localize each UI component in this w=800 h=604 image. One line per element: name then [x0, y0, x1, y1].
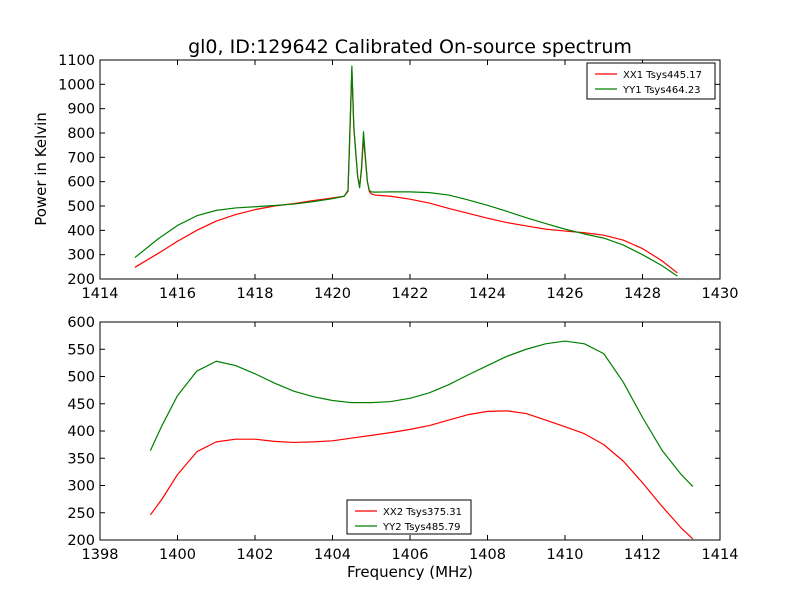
x-tick-label: 1416 [159, 286, 196, 302]
series-line-1 [149, 410, 694, 540]
legend-label: XX2 Tsys375.31 [383, 507, 462, 518]
plot-area: 1414 1416 1418 1420 1422 1424 1426 1428 1430 200 3… [58, 53, 738, 302]
legend: XX2 Tsys375.31 YY2 Tsys485.79 [346, 499, 472, 535]
x-tick-label: 1414 [82, 286, 119, 302]
legend-box [346, 499, 472, 535]
x-tick-label: 1402 [237, 547, 274, 563]
series-line-2 [149, 340, 694, 488]
y-tick-label: 1100 [58, 53, 95, 69]
y-tick-label: 200 [67, 272, 95, 288]
x-tick-label: 1420 [314, 286, 351, 302]
x-tick-label: 1426 [547, 286, 584, 302]
legend-box [586, 62, 716, 100]
legend-label: YY1 Tsys464.23 [622, 85, 701, 96]
x-tick-label: 1430 [702, 286, 739, 302]
y-axis-label: Power in Kelvin [32, 112, 50, 226]
x-tick-label: 1422 [392, 286, 429, 302]
x-tick-label: 1400 [159, 547, 196, 563]
y-tick-label: 300 [67, 248, 95, 264]
legend-label: XX1 Tsys445.17 [623, 70, 702, 81]
chart-title: gl0, ID:129642 Calibrated On-source spec… [188, 36, 632, 58]
x-tick-label: 1424 [469, 286, 506, 302]
y-tick-label: 300 [67, 479, 95, 495]
x-tick-label: 1398 [82, 547, 119, 563]
y-tick-label: 1000 [58, 77, 95, 93]
x-tick-label: 1408 [469, 547, 506, 563]
legend-label: YY2 Tsys485.79 [382, 522, 461, 533]
y-tick-label: 700 [67, 150, 95, 166]
x-tick-label: 1406 [392, 547, 429, 563]
x-tick-label: 1404 [314, 547, 351, 563]
x-tick-label: 1428 [624, 286, 661, 302]
y-tick-label: 900 [67, 102, 95, 118]
y-tick-label: 400 [67, 223, 95, 239]
x-tick-label: 1412 [624, 547, 661, 563]
bottom-spectrum-chart: Frequency (MHz) 1398 1400 1402 1404 1406 1408… [67, 315, 738, 581]
y-tick-label: 800 [67, 126, 95, 142]
y-tick-label: 200 [67, 533, 95, 549]
x-axis-label: Frequency (MHz) [347, 563, 473, 581]
series-line-2 [134, 65, 678, 277]
y-tick-label: 500 [67, 199, 95, 215]
x-tick-label: 1418 [237, 286, 274, 302]
top-spectrum-chart: gl0, ID:129642 Calibrated On-source spec… [32, 36, 738, 302]
x-tick-label: 1410 [547, 547, 584, 563]
legend: XX1 Tsys445.17 YY1 Tsys464.23 [586, 62, 716, 100]
plot-area: 1398 1400 1402 1404 1406 1408 1410 1412 1414 200 2… [67, 315, 738, 563]
x-tick-label: 1414 [702, 547, 739, 563]
y-tick-label: 500 [67, 370, 95, 386]
y-tick-label: 250 [67, 506, 95, 522]
y-tick-label: 600 [67, 315, 95, 331]
y-tick-label: 400 [67, 424, 95, 440]
y-tick-label: 450 [67, 397, 95, 413]
y-tick-label: 600 [67, 175, 95, 191]
y-tick-label: 550 [67, 342, 95, 358]
y-tick-label: 350 [67, 451, 95, 467]
